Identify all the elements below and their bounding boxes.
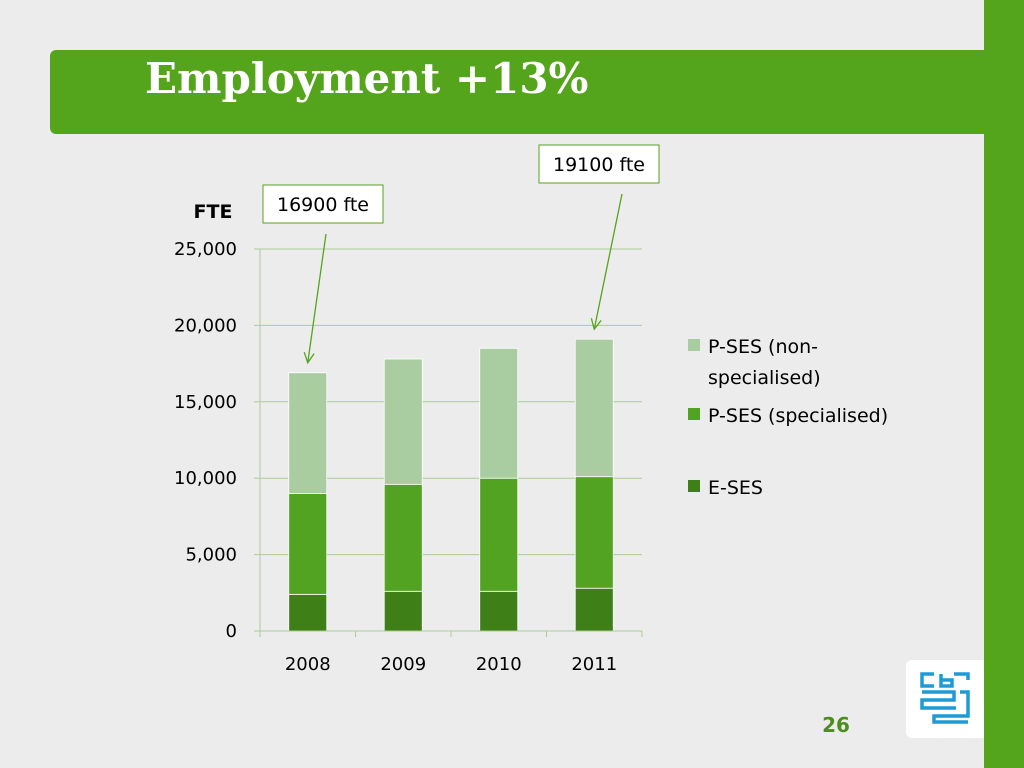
x-tick-label: 2008 bbox=[285, 654, 331, 675]
y-tick-label: 25,000 bbox=[174, 239, 237, 260]
callout-arrowhead bbox=[590, 318, 602, 331]
bar-segment bbox=[574, 476, 614, 589]
callout-arrowhead bbox=[303, 351, 315, 365]
y-tick-label: 15,000 bbox=[174, 392, 237, 413]
callout-box bbox=[262, 184, 384, 224]
legend-label: specialised) bbox=[708, 367, 821, 389]
legend: P-SES (non-specialised) P-SES (specialise… bbox=[688, 336, 888, 499]
y-tick-label: 0 bbox=[226, 621, 237, 642]
bar-segment bbox=[574, 338, 614, 478]
axes bbox=[254, 248, 643, 637]
y-axis-label: FTE bbox=[194, 201, 233, 223]
y-tick-label: 10,000 bbox=[174, 468, 237, 489]
bar-segment bbox=[288, 593, 328, 632]
slide-title: Employment +13% bbox=[145, 54, 589, 103]
bar-segment bbox=[288, 493, 328, 595]
bar-segment bbox=[479, 477, 519, 592]
x-tick-labels: 2008 2009 2010 2011 bbox=[285, 654, 617, 675]
legend-label: P-SES (specialised) bbox=[708, 405, 888, 427]
bar-segment bbox=[383, 483, 423, 592]
legend-swatch bbox=[688, 408, 700, 420]
legend-swatch bbox=[688, 339, 700, 351]
x-tick-label: 2009 bbox=[380, 654, 426, 675]
logo-box bbox=[906, 660, 984, 738]
x-tick-label: 2010 bbox=[476, 654, 522, 675]
bar-segment bbox=[479, 347, 519, 479]
bar-segment bbox=[479, 590, 519, 632]
title-bar: Employment +13% bbox=[50, 50, 984, 134]
cbs-logo-icon bbox=[920, 672, 970, 724]
callout-label: 19100 fte bbox=[553, 154, 645, 176]
bar-segment bbox=[383, 590, 423, 632]
legend-label: P-SES (non- bbox=[708, 336, 818, 358]
bars bbox=[288, 338, 614, 632]
x-tick-label: 2011 bbox=[571, 654, 617, 675]
callout-arrow-line bbox=[307, 233, 327, 363]
y-tick-label: 20,000 bbox=[174, 315, 237, 336]
callout-box bbox=[538, 144, 660, 184]
callout-arrow-line bbox=[593, 193, 623, 330]
bar-segment bbox=[574, 587, 614, 632]
legend-label: E-SES bbox=[708, 477, 763, 499]
bar-segment bbox=[383, 358, 423, 485]
y-tick-label: 5,000 bbox=[185, 545, 237, 566]
y-tick-labels: 0 5,000 10,000 15,000 20,000 25,000 bbox=[174, 239, 237, 642]
page-number: 26 bbox=[822, 713, 850, 737]
annotations: 16900 fte 19100 fte bbox=[262, 144, 660, 365]
right-accent-strip bbox=[984, 0, 1024, 768]
callout-label: 16900 fte bbox=[277, 194, 369, 216]
legend-swatch bbox=[688, 480, 700, 492]
bar-segment bbox=[288, 372, 328, 494]
